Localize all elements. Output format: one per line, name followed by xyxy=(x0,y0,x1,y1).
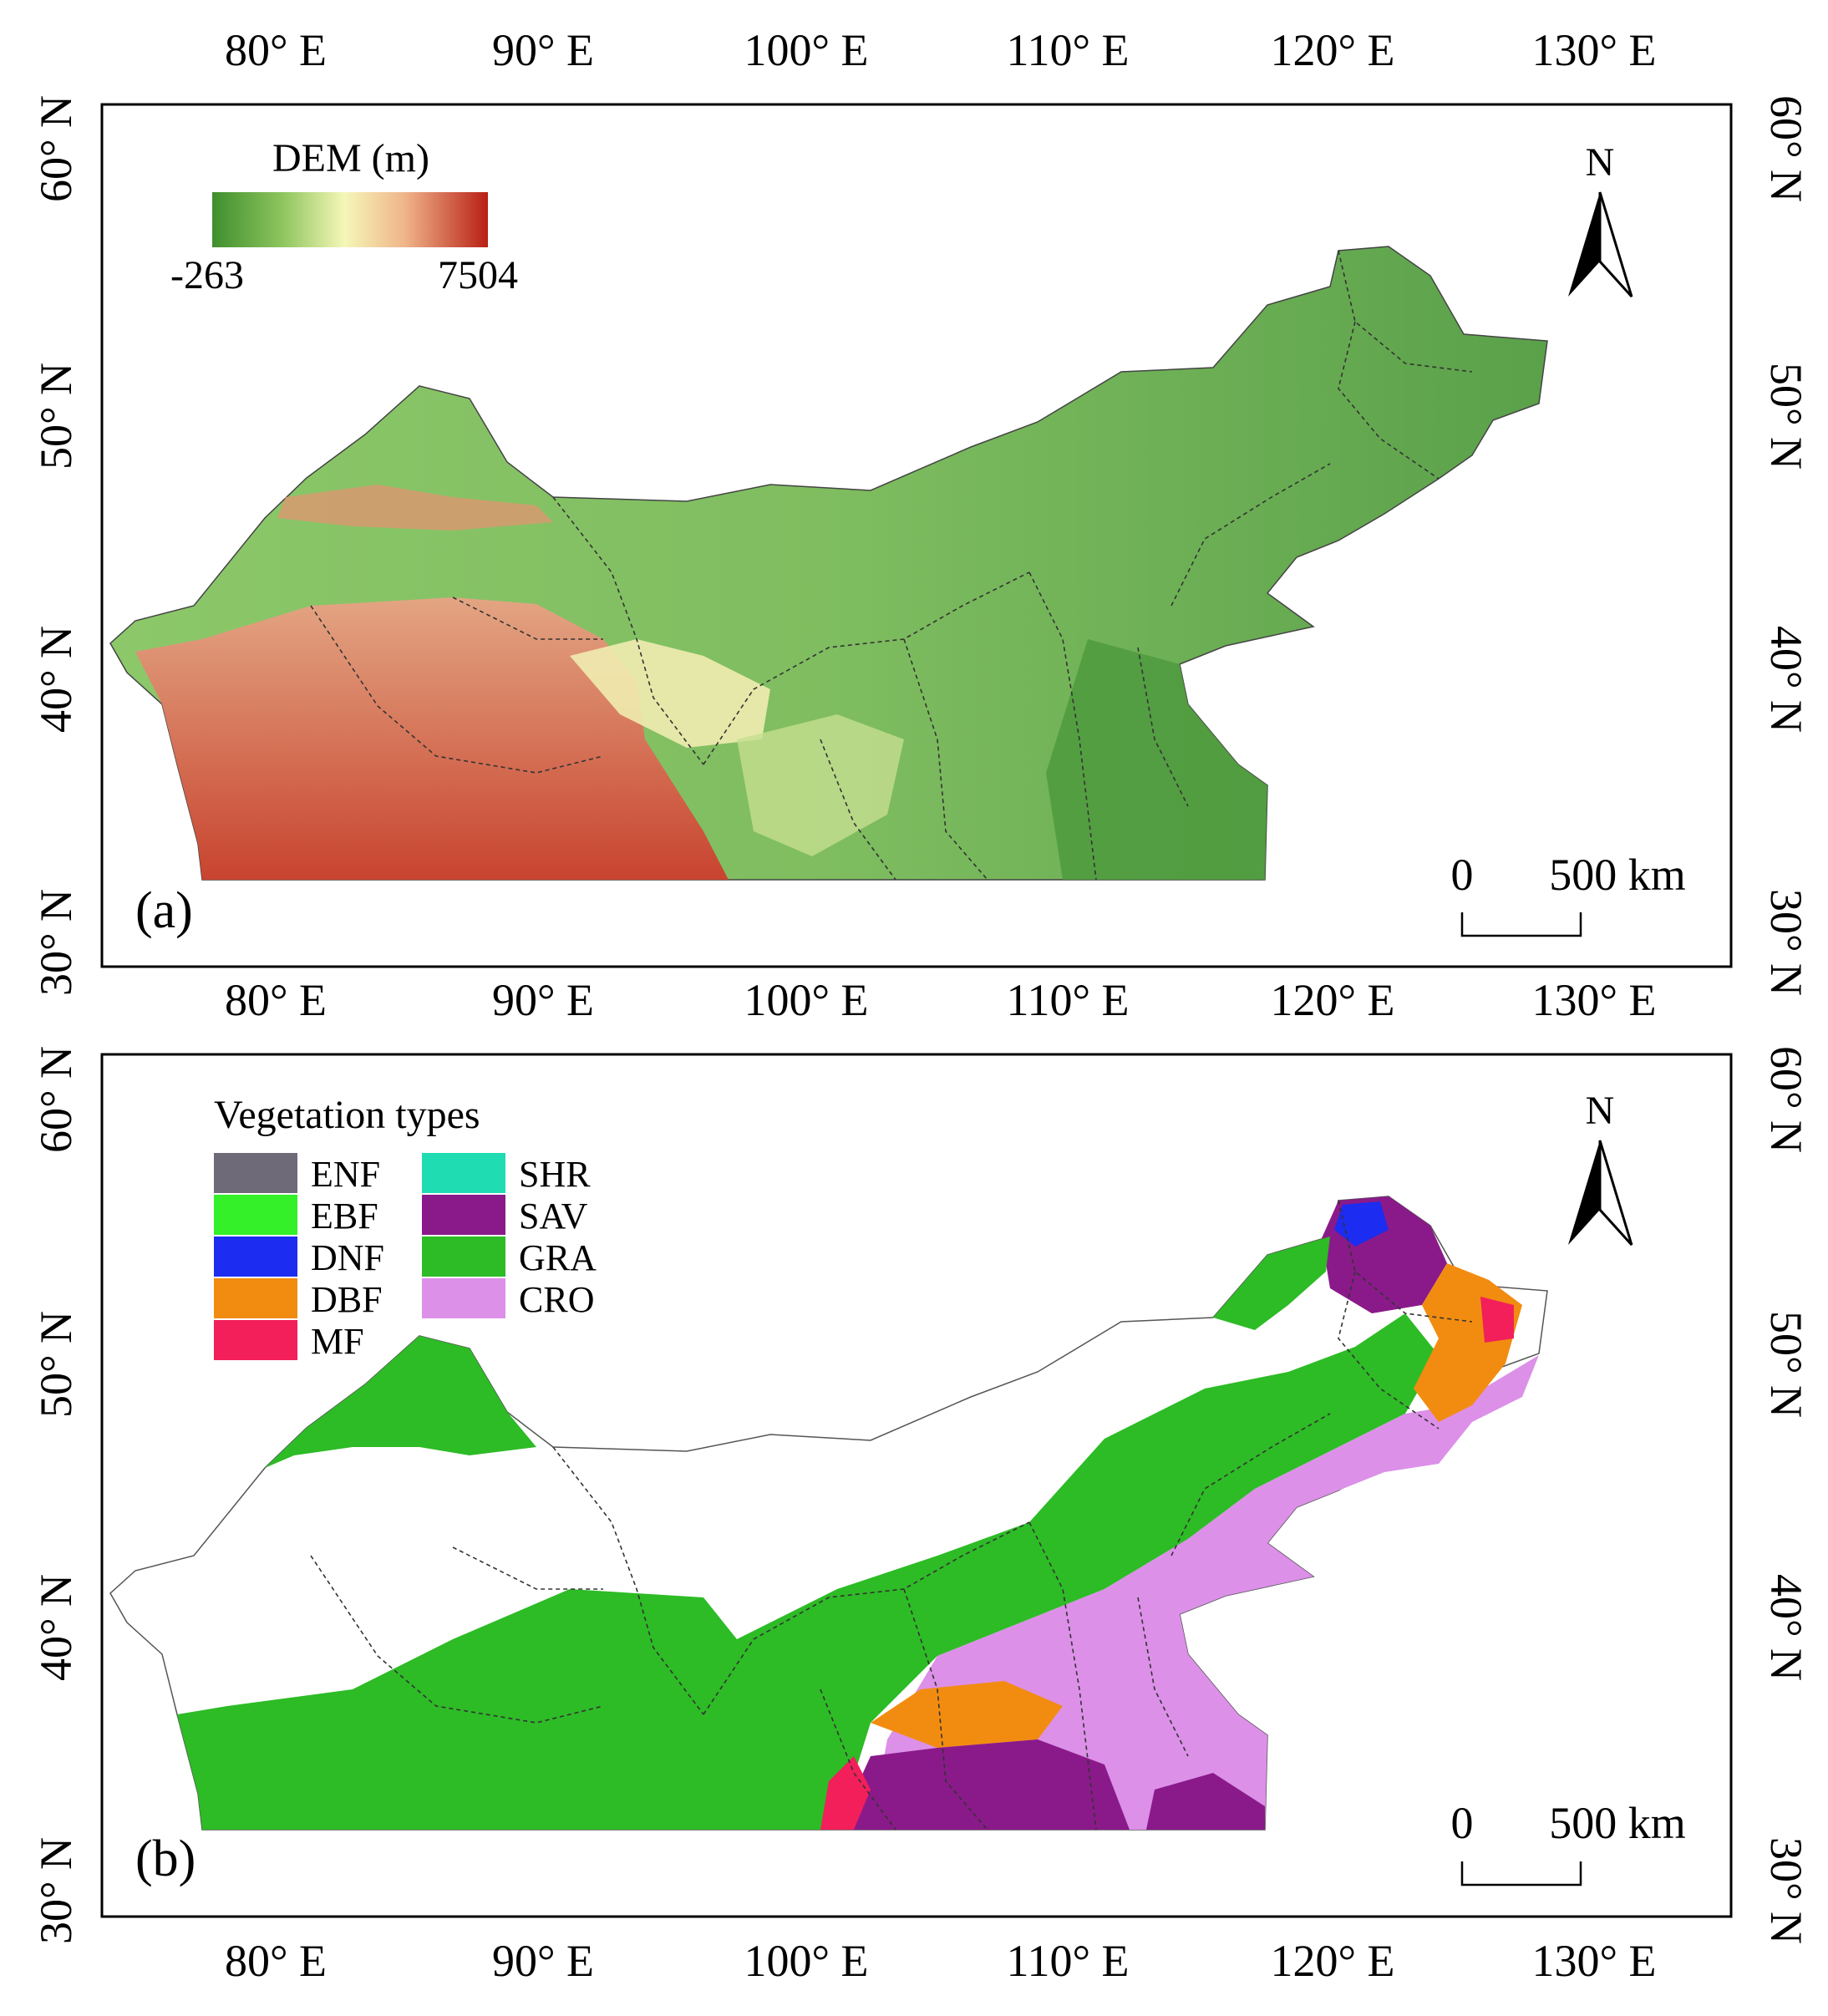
lat-tick-label: 60° N xyxy=(31,1046,81,1153)
dem-colorbar xyxy=(212,192,488,247)
veg-grassland-west xyxy=(265,1336,536,1468)
lon-tick-label: 80° E xyxy=(225,975,327,1025)
lon-tick-label: 110° E xyxy=(1006,1936,1129,1986)
province-boundaries xyxy=(310,250,1473,881)
panel-a-label: (a) xyxy=(135,882,193,939)
north-arrow-b-right-half xyxy=(1598,1140,1633,1247)
scale-bar: 0 500 km xyxy=(1451,850,1686,937)
north-arrow-label: N xyxy=(1586,140,1615,185)
legend-label-cro: CRO xyxy=(519,1279,594,1320)
veg-mixed-forest-south xyxy=(820,1756,871,1830)
lat-tick-label: 50° N xyxy=(31,1311,81,1418)
north-arrow: N xyxy=(1568,140,1633,298)
lon-tick-label: 80° E xyxy=(225,25,327,75)
legend-label-shr: SHR xyxy=(519,1154,591,1195)
veg-savanna-southeast xyxy=(1146,1773,1265,1830)
legend-swatch-enf xyxy=(214,1153,297,1193)
axis-tick-labels: 80° E 90° E 100° E 110° E 120° E 130° E 80° E 9… xyxy=(31,25,1811,1986)
lat-tick-label: 30° N xyxy=(31,1837,81,1944)
legend-label-ebf: EBF xyxy=(311,1196,378,1237)
lon-tick-label: 80° E xyxy=(225,1936,327,1986)
panel-b-label: (b) xyxy=(135,1831,195,1887)
lon-tick-label: 110° E xyxy=(1006,25,1129,75)
legend-swatch-mf xyxy=(214,1320,297,1360)
north-arrow-b-label: N xyxy=(1586,1089,1615,1133)
veg-mixed-forest-patch xyxy=(1480,1297,1514,1343)
lon-tick-label: 130° E xyxy=(1531,1936,1656,1986)
lat-tick-label: 50° N xyxy=(1761,1311,1811,1418)
lon-tick-label: 100° E xyxy=(744,25,868,75)
veg-grassland-northeast xyxy=(1213,1237,1330,1330)
lat-tick-label: 40° N xyxy=(31,626,81,733)
lat-tick-label: 50° N xyxy=(31,363,81,470)
lat-tick-label: 30° N xyxy=(1761,1837,1811,1944)
legend-label-dbf: DBF xyxy=(311,1279,383,1320)
lat-tick-label: 30° N xyxy=(31,889,81,996)
lat-tick-label: 30° N xyxy=(1761,889,1811,996)
lat-tick-label: 60° N xyxy=(1761,95,1811,202)
north-arrow-right-half xyxy=(1598,191,1633,298)
scale-bar-b-zero: 0 xyxy=(1451,1798,1474,1848)
legend-swatch-gra xyxy=(422,1237,505,1277)
legend-label-sav: SAV xyxy=(519,1196,588,1237)
north-arrow-b: N xyxy=(1568,1089,1633,1247)
lat-tick-label: 50° N xyxy=(1761,363,1811,470)
lon-tick-label: 100° E xyxy=(744,975,868,1025)
north-arrow-left-half xyxy=(1568,192,1600,297)
lat-tick-label: 40° N xyxy=(1761,1574,1811,1681)
scale-bar-b-distance: 500 km xyxy=(1549,1798,1686,1848)
lat-tick-label: 60° N xyxy=(31,95,81,202)
legend-label-dnf: DNF xyxy=(311,1237,384,1278)
lon-tick-label: 100° E xyxy=(744,1936,868,1986)
vegetation-map xyxy=(109,1196,1548,1831)
lon-tick-label: 90° E xyxy=(492,975,594,1025)
scale-bar-zero: 0 xyxy=(1451,850,1474,900)
dem-legend-max: 7504 xyxy=(438,253,518,297)
north-arrow-b-left-half xyxy=(1568,1140,1600,1245)
veg-deciduous-south xyxy=(871,1681,1063,1748)
scale-bar-distance: 500 km xyxy=(1549,850,1686,900)
veg-needleleaf-patch xyxy=(1334,1201,1389,1247)
lon-tick-label: 90° E xyxy=(492,25,594,75)
dem-mountain-ridge xyxy=(277,485,553,531)
lon-tick-label: 110° E xyxy=(1006,975,1129,1025)
legend-swatch-shr xyxy=(422,1153,505,1193)
veg-savanna-south xyxy=(837,1739,1130,1830)
lon-tick-label: 120° E xyxy=(1270,25,1394,75)
lat-tick-label: 40° N xyxy=(1761,626,1811,733)
legend-swatch-sav xyxy=(422,1195,505,1235)
legend-swatch-dnf xyxy=(214,1237,297,1277)
legend-swatch-dbf xyxy=(214,1278,297,1318)
lon-tick-label: 90° E xyxy=(492,1936,594,1986)
dem-loess-region xyxy=(737,714,904,856)
legend-label-gra: GRA xyxy=(519,1237,597,1278)
lat-tick-label: 60° N xyxy=(1761,1046,1811,1153)
dem-map xyxy=(109,246,1548,881)
panel-a: DEM (m) -263 7504 N 0 500 km (a) xyxy=(100,103,1733,968)
legend-label-mf: MF xyxy=(311,1321,364,1362)
dem-lowland-region xyxy=(1046,639,1267,880)
dem-basin-region xyxy=(570,639,770,748)
lon-tick-label: 120° E xyxy=(1270,975,1394,1025)
scale-bar-b: 0 500 km xyxy=(1451,1798,1686,1887)
legend-swatch-cro xyxy=(422,1278,505,1318)
vegetation-legend-title: Vegetation types xyxy=(214,1093,480,1137)
veg-grassland-south xyxy=(177,1313,1439,1830)
lat-tick-label: 40° N xyxy=(31,1574,81,1681)
dem-legend-title: DEM (m) xyxy=(272,136,429,180)
legend-swatch-ebf xyxy=(214,1195,297,1235)
lon-tick-label: 130° E xyxy=(1531,25,1656,75)
legend-label-enf: ENF xyxy=(311,1154,380,1195)
dem-legend: DEM (m) -263 7504 xyxy=(170,136,518,297)
dem-legend-min: -263 xyxy=(170,253,244,297)
lon-tick-label: 130° E xyxy=(1531,975,1656,1025)
lon-tick-label: 120° E xyxy=(1270,1936,1394,1986)
province-boundaries-b xyxy=(310,1200,1473,1831)
